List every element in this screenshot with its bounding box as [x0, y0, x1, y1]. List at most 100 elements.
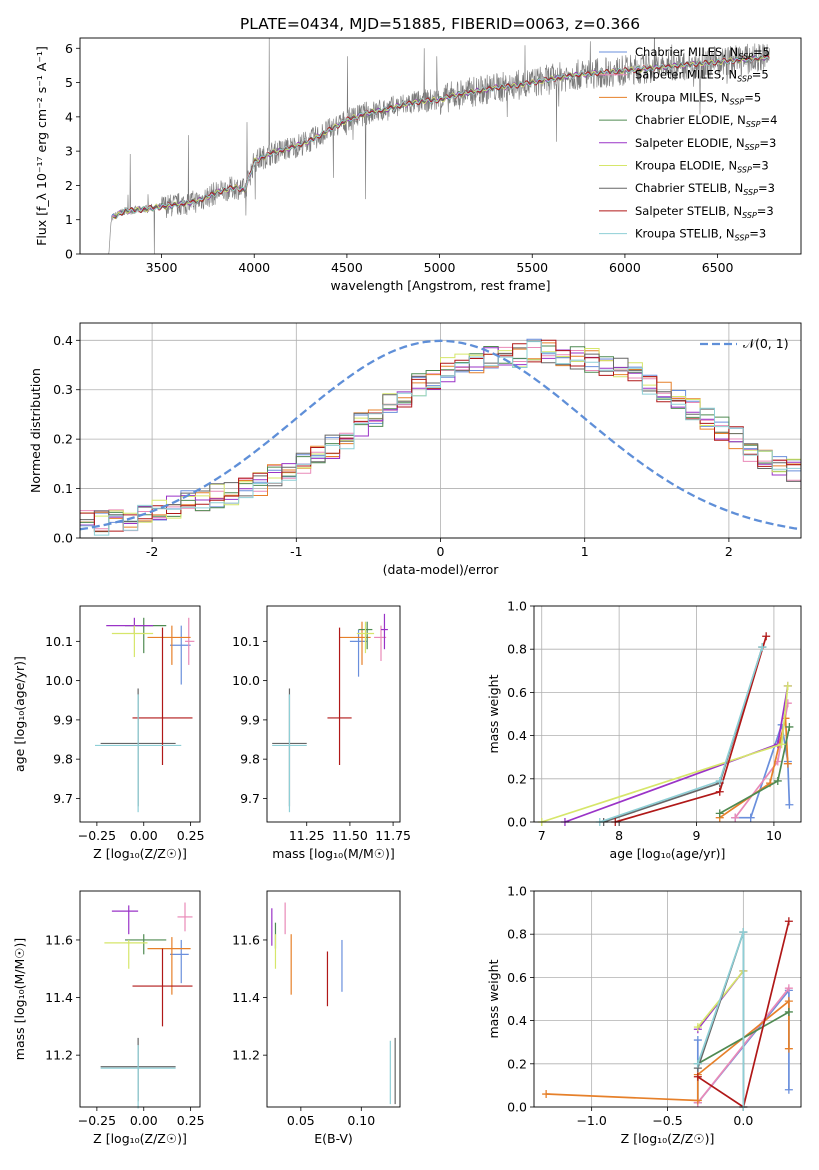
x-axis-label: Z [log₁₀(Z/Z☉)]: [93, 846, 187, 861]
plot-frame: [533, 890, 802, 1108]
plot-frame: [79, 605, 201, 823]
legend-subscript: SSP: [735, 234, 750, 243]
x-tick-label: 5500: [516, 260, 548, 275]
legend-entry: Kroupa STELIB, NSSP=3: [635, 227, 766, 243]
residuals-panel: -2 -1 0 1 2 0.0 0.1 0.2 0.3 0.4 (data-model)/error…: [28, 322, 802, 577]
weight-z-panel: −1.0 −0.5 0.0 0.0 0.2 0.4 0.6 0.8 1.0 Z [log₁₀(Z/…: [486, 884, 802, 1146]
y-axis-label: mass [log₁₀(M/M☉)]: [12, 938, 27, 1060]
legend-subscript: SSP: [743, 188, 758, 197]
legend-entry: Salpeter STELIB, NSSP=3: [635, 204, 774, 220]
weight-marker-kroupa-elodie: [777, 740, 786, 749]
weight-line-salpeter-stelib: [615, 635, 768, 823]
weight-marker-salpeter-stelib: [693, 1072, 702, 1081]
x-tick-label: 0: [437, 544, 445, 559]
y-axis-label: Normed distribution: [28, 368, 43, 493]
y-tick-label: 0.0: [507, 815, 527, 830]
weight-marker-kroupa-elodie: [693, 1023, 702, 1032]
legend-subscript: SSP: [742, 211, 757, 220]
y-tick-label: 2: [65, 178, 73, 193]
weight-marker-chabrier-elodie: [784, 1007, 793, 1016]
weight-marker-chabrier-miles: [693, 1036, 702, 1045]
age-mass-panel: 11.25 11.50 11.75 9.7 9.8 9.9 10.0 10.1 mass [lo…: [232, 605, 411, 861]
x-tick-label: 0.0: [733, 1113, 753, 1128]
legend-subscript: SSP: [737, 166, 752, 175]
x-tick-label: 11.25: [289, 828, 325, 843]
x-axis-label: age [log₁₀(age/yr)]: [610, 846, 726, 861]
x-tick-label: 5000: [424, 260, 456, 275]
weight-marker-chabrier-elodie: [773, 776, 782, 785]
y-tick-label: 9.8: [240, 752, 260, 767]
y-axis-label: age [log₁₀(age/yr)]: [12, 656, 27, 772]
weight-marker-kroupa-elodie: [783, 681, 792, 690]
weight-marker-salpeter-stelib: [715, 787, 724, 796]
histogram-chabrier-elodie: [80, 345, 801, 538]
gaussian-curve: [79, 339, 802, 531]
y-tick-label: 0.0: [507, 1100, 527, 1115]
plot-frame: [79, 37, 802, 255]
legend-tail: =3: [752, 159, 769, 173]
weight-marker-chabrier-elodie: [715, 809, 724, 818]
weight-marker-chabrier-miles: [784, 1085, 793, 1094]
legend-entry: Salpeter MILES, NSSP=5: [635, 68, 769, 84]
x-axis-label: (data-model)/error: [383, 562, 500, 577]
y-tick-label: 11.6: [232, 932, 260, 947]
legend-tail: =5: [753, 45, 770, 59]
x-tick-label: 0.05: [287, 1113, 315, 1128]
y-axis-label: mass weight: [486, 959, 501, 1038]
plot-frame: [533, 605, 802, 823]
x-tick-label: 0.25: [177, 1113, 205, 1128]
model-line-salpeter-stelib: [115, 54, 770, 219]
y-tick-label: 1: [65, 212, 73, 227]
plot-frame: [266, 605, 401, 823]
y-tick-label: 0.4: [53, 333, 73, 348]
y-tick-label: 9.8: [53, 752, 73, 767]
spectrum-panel: 3500 4000 4500 5000 5500 6000 6500 0 1 2 3 4 5 6 wavel…: [34, 37, 802, 293]
plot-frame: [79, 322, 802, 539]
x-tick-label: −0.25: [78, 828, 116, 843]
x-tick-label: −1.0: [576, 1113, 606, 1128]
legend-tail: =5: [752, 68, 769, 82]
x-tick-label: 7: [538, 828, 546, 843]
y-tick-label: 0: [65, 247, 73, 262]
x-axis-label: Z [log₁₀(Z/Z☉)]: [93, 1131, 187, 1146]
weight-marker-salpeter-miles: [784, 984, 793, 993]
legend-subscript: SSP: [746, 120, 761, 129]
x-tick-label: -1: [290, 544, 302, 559]
y-tick-label: 9.7: [240, 791, 260, 806]
y-tick-label: 0.3: [53, 382, 73, 397]
weight-marker-kroupa-stelib: [693, 1059, 702, 1068]
y-tick-label: 0.4: [507, 728, 527, 743]
y-tick-label: 0.8: [507, 927, 527, 942]
weight-marker-chabrier-miles: [785, 800, 794, 809]
legend-text: Kroupa ELODIE, N: [635, 159, 737, 173]
weight-marker-kroupa-stelib: [715, 776, 724, 785]
weight-marker-kroupa-miles: [693, 1096, 702, 1105]
x-tick-label: 9: [693, 828, 701, 843]
weight-marker-chabrier-elodie: [785, 722, 794, 731]
x-tick-label: 0.10: [347, 1113, 375, 1128]
plot-frame: [79, 890, 201, 1108]
y-tick-label: 4: [65, 109, 73, 124]
x-tick-label: 11.75: [375, 828, 411, 843]
legend-tail: =3: [749, 227, 766, 241]
y-tick-label: 6: [65, 41, 73, 56]
y-tick-label: 10.0: [232, 673, 260, 688]
x-tick-label: 1: [581, 544, 589, 559]
legend-subscript: SSP: [730, 97, 745, 106]
legend-entry: Chabrier ELODIE, NSSP=4: [635, 113, 777, 129]
x-tick-label: 0.25: [177, 828, 205, 843]
y-tick-label: 11.6: [45, 932, 73, 947]
legend-subscript: SSP: [737, 75, 752, 84]
y-tick-label: 10.1: [232, 634, 260, 649]
legend-text: Salpeter STELIB, N: [635, 204, 742, 218]
x-axis-label: wavelength [Angstrom, rest frame]: [330, 278, 550, 293]
age-z-panel: −0.25 0.00 0.25 9.7 9.8 9.9 10.0 10.1 Z [log₁₀(Z…: [12, 605, 205, 861]
weight-line-kroupa-miles: [719, 718, 789, 819]
y-tick-label: 0.2: [53, 432, 73, 447]
x-tick-label: 3500: [146, 260, 178, 275]
y-tick-label: 0.2: [507, 771, 527, 786]
weight-marker-chabrier-miles: [746, 813, 755, 822]
y-axis-label: mass weight: [486, 674, 501, 753]
legend-subscript: SSP: [738, 52, 753, 61]
y-tick-label: 10.0: [45, 673, 73, 688]
